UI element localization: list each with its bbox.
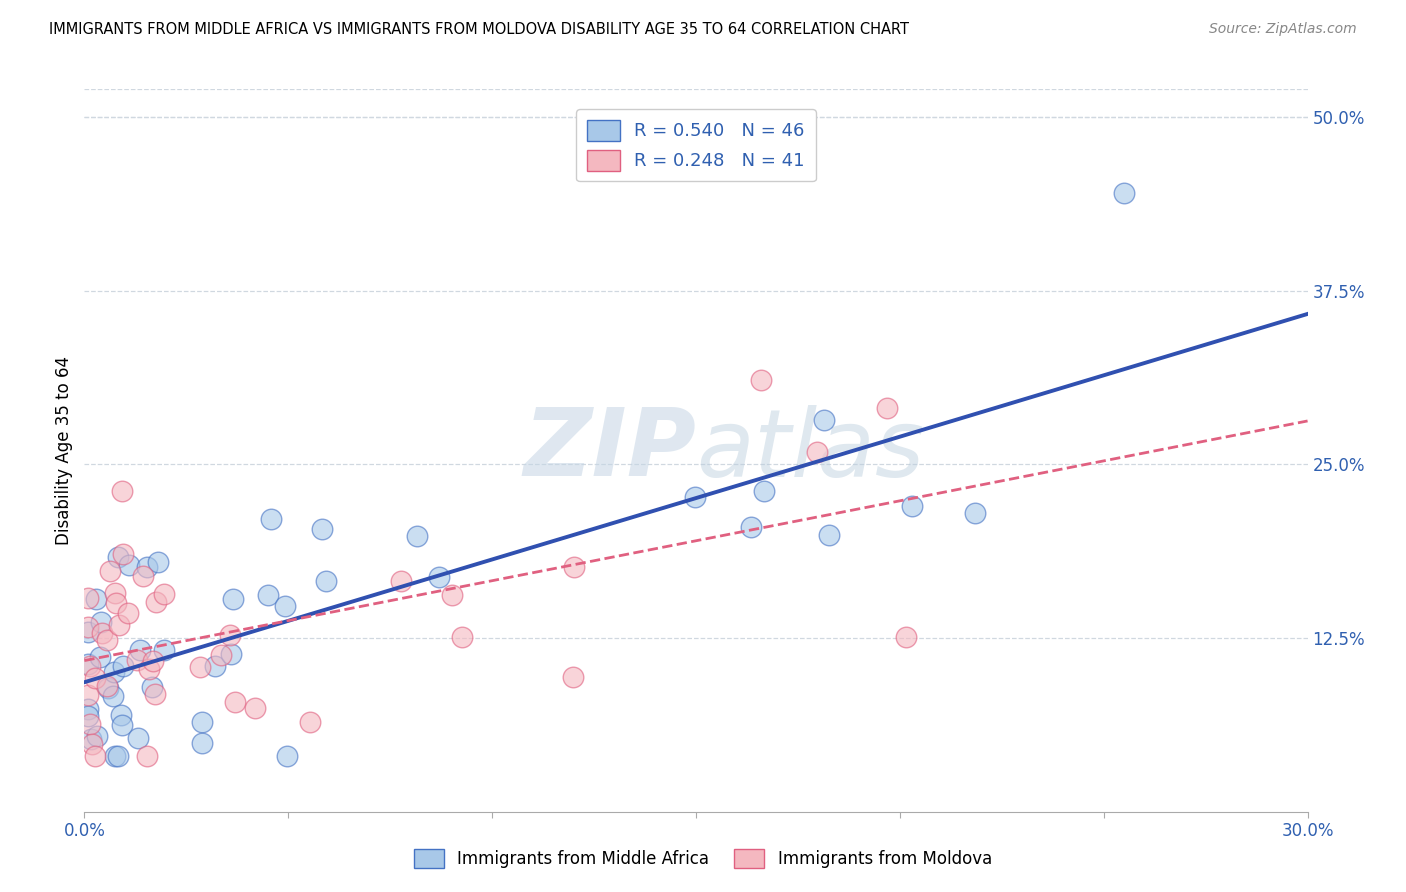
Point <box>138 662 160 676</box>
Point <box>405 529 427 543</box>
Point <box>188 660 211 674</box>
Point <box>96 633 118 648</box>
Point <box>204 659 226 673</box>
Point <box>135 749 157 764</box>
Point <box>818 528 841 542</box>
Point <box>145 595 167 609</box>
Point <box>101 689 124 703</box>
Point <box>107 749 129 764</box>
Point <box>108 617 131 632</box>
Point <box>276 749 298 764</box>
Text: atlas: atlas <box>696 405 924 496</box>
Point <box>143 687 166 701</box>
Point <box>440 588 463 602</box>
Point <box>190 714 212 729</box>
Point <box>564 559 586 574</box>
Point <box>148 555 170 569</box>
Point <box>260 512 283 526</box>
Point <box>83 749 105 764</box>
Point <box>80 738 103 752</box>
Point <box>389 574 412 588</box>
Legend: Immigrants from Middle Africa, Immigrants from Moldova: Immigrants from Middle Africa, Immigrant… <box>408 842 998 875</box>
Point <box>219 647 242 661</box>
Point <box>105 596 128 610</box>
Point <box>110 707 132 722</box>
Point <box>86 729 108 743</box>
Point <box>142 653 165 667</box>
Point <box>127 653 149 667</box>
Point <box>98 564 121 578</box>
Point <box>77 624 100 639</box>
Point <box>97 681 120 695</box>
Point <box>749 373 772 387</box>
Point <box>752 484 775 499</box>
Point <box>127 731 149 745</box>
Point <box>245 701 267 715</box>
Point <box>112 659 135 673</box>
Point <box>1114 186 1136 201</box>
Point <box>806 445 828 459</box>
Point <box>561 670 583 684</box>
Point <box>740 520 762 534</box>
Point <box>131 569 153 583</box>
Point <box>222 592 245 607</box>
Point <box>77 709 100 723</box>
Point <box>103 665 125 679</box>
Point <box>224 695 246 709</box>
Point <box>813 413 835 427</box>
Point <box>104 749 127 764</box>
Point <box>111 483 134 498</box>
Point <box>84 591 107 606</box>
Point <box>427 570 450 584</box>
Point <box>90 615 112 629</box>
Point <box>84 671 107 685</box>
Legend: R = 0.540   N = 46, R = 0.248   N = 41: R = 0.540 N = 46, R = 0.248 N = 41 <box>576 109 815 181</box>
Point <box>117 607 139 621</box>
Point <box>209 648 232 663</box>
Point <box>152 587 174 601</box>
Point <box>683 490 706 504</box>
Point <box>451 631 474 645</box>
Point <box>111 718 134 732</box>
Point <box>89 649 111 664</box>
Point <box>901 499 924 513</box>
Point <box>129 643 152 657</box>
Point <box>91 626 114 640</box>
Point <box>96 679 118 693</box>
Point <box>77 620 100 634</box>
Point <box>77 702 100 716</box>
Point <box>107 550 129 565</box>
Point <box>136 559 159 574</box>
Point <box>80 731 103 746</box>
Point <box>315 574 337 588</box>
Point <box>963 506 986 520</box>
Point <box>298 714 321 729</box>
Text: Source: ZipAtlas.com: Source: ZipAtlas.com <box>1209 22 1357 37</box>
Point <box>219 628 242 642</box>
Point <box>79 659 101 673</box>
Point <box>311 522 333 536</box>
Point <box>77 657 100 671</box>
Y-axis label: Disability Age 35 to 64: Disability Age 35 to 64 <box>55 356 73 545</box>
Point <box>153 643 176 657</box>
Point <box>104 585 127 599</box>
Point <box>274 599 297 614</box>
Point <box>191 736 214 750</box>
Point <box>876 401 898 415</box>
Point <box>118 558 141 572</box>
Point <box>894 630 917 644</box>
Point <box>77 688 100 702</box>
Point <box>79 717 101 731</box>
Point <box>111 547 134 561</box>
Point <box>77 591 100 605</box>
Point <box>257 588 280 602</box>
Text: IMMIGRANTS FROM MIDDLE AFRICA VS IMMIGRANTS FROM MOLDOVA DISABILITY AGE 35 TO 64: IMMIGRANTS FROM MIDDLE AFRICA VS IMMIGRA… <box>49 22 910 37</box>
Point <box>141 680 163 694</box>
Text: ZIP: ZIP <box>523 404 696 497</box>
